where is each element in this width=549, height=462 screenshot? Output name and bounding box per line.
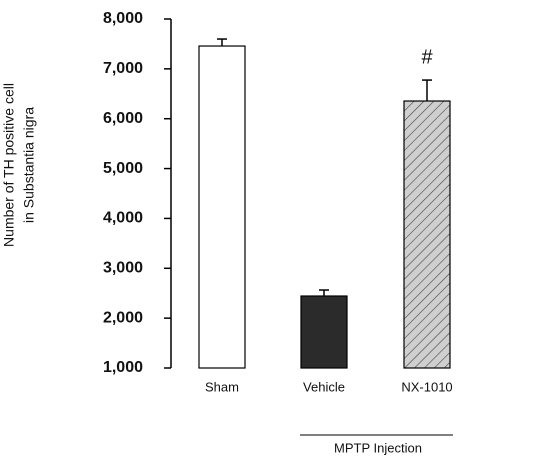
y-tick-label: 2,000 — [103, 309, 143, 326]
y-axis-label: Number of TH positive cell — [1, 83, 17, 247]
x-tick-label: NX-1010 — [401, 379, 452, 394]
x-tick-label: Vehicle — [303, 379, 345, 394]
y-tick-label: 5,000 — [103, 160, 143, 177]
bar — [300, 295, 348, 369]
bar — [403, 100, 451, 369]
x-tick-label: Sham — [205, 379, 239, 394]
annotation: # — [421, 46, 433, 68]
y-tick-label: 3,000 — [103, 260, 143, 277]
y-tick-label: 6,000 — [103, 110, 143, 127]
y-tick-label: 8,000 — [103, 10, 143, 27]
y-axis-label: in Substantia nigra — [21, 107, 37, 223]
bar — [198, 45, 246, 369]
group-label: MPTP Injection — [334, 440, 422, 455]
y-tick-label: 1,000 — [103, 359, 143, 376]
y-tick-label: 4,000 — [103, 210, 143, 227]
y-tick-label: 7,000 — [103, 60, 143, 77]
